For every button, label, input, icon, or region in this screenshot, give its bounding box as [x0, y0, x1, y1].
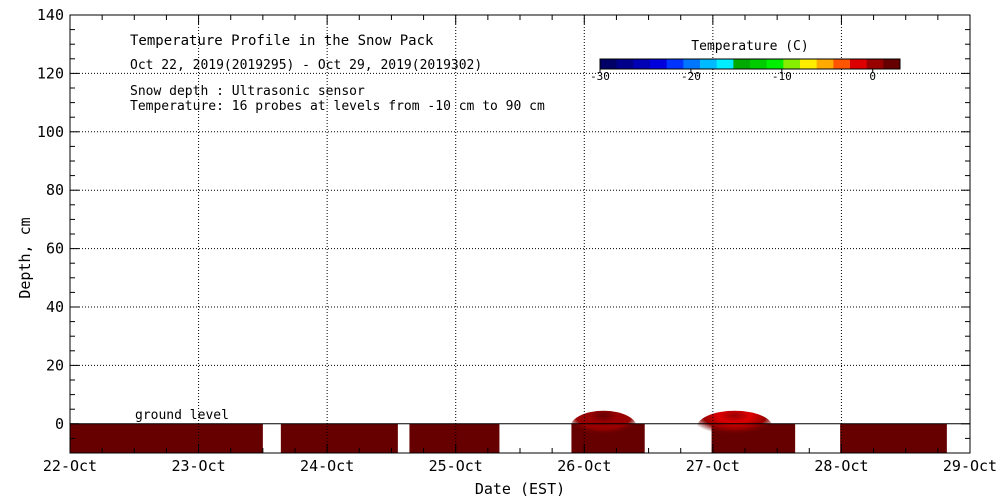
colorbar-tick-label: -30	[590, 70, 610, 83]
heatmap-segment-2	[409, 423, 500, 453]
plot-frame	[69, 14, 971, 454]
colorbar-swatch	[766, 59, 784, 69]
x-tick-label: 28-Oct	[814, 457, 868, 475]
x-tick-label: 25-Oct	[429, 457, 483, 475]
colorbar-title: Temperature (C)	[691, 39, 808, 54]
x-tick-label: 26-Oct	[557, 457, 611, 475]
x-tick-label: 22-Oct	[43, 457, 97, 475]
note-snow-depth: Snow depth : Ultrasonic sensor	[130, 84, 365, 99]
heatmap-segment-1	[280, 423, 398, 453]
y-axis-title: Depth, cm	[16, 217, 34, 298]
colorbar-swatch	[616, 59, 634, 69]
chart-subtitle: Oct 22, 2019(2019295) - Oct 29, 2019(201…	[130, 58, 482, 73]
colorbar-swatch	[866, 59, 884, 69]
colorbar-tick-label: -20	[681, 70, 701, 83]
colorbar-swatch	[883, 59, 901, 69]
colorbar-swatch	[650, 59, 668, 69]
colorbar-swatch	[683, 59, 701, 69]
y-tick-label: 140	[37, 6, 64, 24]
grid-layer	[70, 15, 970, 453]
x-axis-title: Date (EST)	[475, 480, 565, 498]
colorbar-swatch	[750, 59, 768, 69]
colorbar-swatch	[800, 59, 818, 69]
note-temperature-probes: Temperature: 16 probes at levels from -1…	[130, 99, 545, 114]
tick-layer	[69, 14, 971, 454]
x-tick-label: 27-Oct	[686, 457, 740, 475]
y-tick-label: 120	[37, 64, 64, 82]
colorbar-tick-label: 0	[869, 70, 876, 83]
x-tick-label: 29-Oct	[943, 457, 997, 475]
y-tick-label: 20	[46, 356, 64, 374]
colorbar-swatch	[783, 59, 801, 69]
colorbar-frame	[599, 58, 901, 70]
axis-label-layer: 0 20 40 60 80 100 120 140 22-Oct 23-Oct 24-Oct 25-O…	[37, 6, 997, 475]
y-tick-label: 40	[46, 298, 64, 316]
colorbar-swatch	[733, 59, 751, 69]
colorbar-swatch	[600, 59, 618, 69]
heatmap-segment-5	[840, 423, 947, 453]
colorbar-swatch	[816, 59, 834, 69]
colorbar-swatch	[700, 59, 718, 69]
y-tick-label: 0	[55, 415, 64, 433]
colorbar-tick-label: -10	[772, 70, 792, 83]
heatmap-layer	[70, 410, 970, 453]
colorbar-swatch	[633, 59, 651, 69]
y-tick-label: 80	[46, 181, 64, 199]
colorbar-swatch	[666, 59, 684, 69]
colorbar-swatch	[833, 59, 851, 69]
chart-title: Temperature Profile in the Snow Pack	[130, 33, 434, 49]
x-tick-label: 24-Oct	[300, 457, 354, 475]
ground-level-label: ground level	[135, 408, 229, 423]
colorbar-swatch	[850, 59, 868, 69]
heatmap-warm-spot-3	[570, 410, 637, 443]
y-tick-label: 100	[37, 123, 64, 141]
y-tick-label: 60	[46, 240, 64, 258]
colorbar-swatch	[716, 59, 734, 69]
colorbar: -30 -20 -10 0	[590, 58, 901, 83]
x-tick-label: 23-Oct	[171, 457, 225, 475]
heatmap-warm-spot-4	[697, 410, 773, 443]
